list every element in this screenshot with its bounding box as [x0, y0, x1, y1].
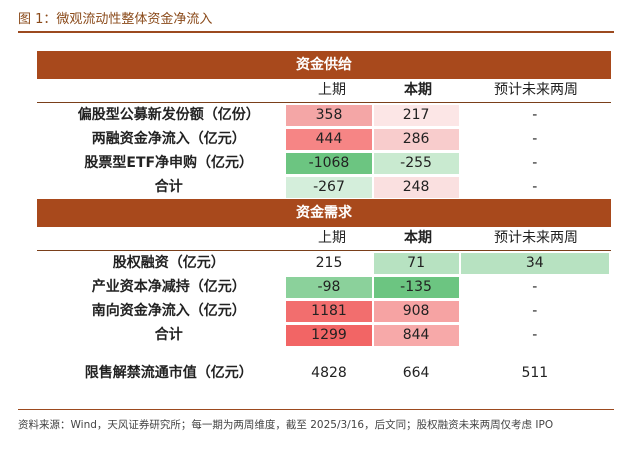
row-label: 偏股型公募新发份额（亿份） — [77, 107, 260, 123]
table-row: 偏股型公募新发份额（亿份） 358 217- — [37, 103, 611, 127]
table-cell: 664 — [402, 364, 430, 381]
column-header-row: 上期 本期 预计未来两周 — [37, 227, 611, 251]
table-row: 合计 -267 248- — [37, 175, 611, 199]
row-label: 股权融资（亿元） — [112, 255, 225, 271]
table-cell: 286 — [373, 128, 459, 150]
table-cell: 844 — [373, 324, 459, 346]
row-label: 产业资本净减持（亿元） — [91, 279, 246, 295]
demand-rows: 股权融资（亿元） 215 71 34 产业资本净减持（亿元） -98 -135- 南向资金净流… — [37, 251, 611, 347]
table-cell: - — [460, 128, 609, 150]
footer-rule — [18, 409, 614, 410]
table-cell: 215 — [286, 252, 372, 274]
table-cell: - — [460, 300, 609, 322]
table-cell: -1068 — [286, 152, 372, 174]
row-label: 两融资金净流入（亿元） — [91, 131, 246, 147]
table-cell: - — [460, 324, 609, 346]
table-row: 股票型ETF净申购（亿元） -1068 -255- — [37, 151, 611, 175]
table-cell: 1299 — [286, 324, 372, 346]
table-cell: - — [460, 276, 609, 298]
row-label: 限售解禁流通市值（亿元） — [84, 365, 253, 381]
table-cell: 71 — [373, 252, 459, 274]
table-cell: -267 — [286, 176, 372, 198]
supply-rows: 偏股型公募新发份额（亿份） 358 217- 两融资金净流入（亿元） 444 286- 股票… — [37, 103, 611, 199]
table-cell: - — [460, 104, 609, 126]
col-header-current: 本期 — [404, 82, 432, 98]
table-cell: 34 — [460, 252, 609, 274]
liquidity-table: 资金供给 上期 本期 预计未来两周 偏股型公募新发份额（亿份） 358 217- 两融… — [37, 51, 611, 385]
column-header-row: 上期 本期 预计未来两周 — [37, 79, 611, 103]
row-label: 南向资金净流入（亿元） — [91, 303, 246, 319]
col-header-next-two-weeks: 预计未来两周 — [494, 82, 578, 98]
table-row: 产业资本净减持（亿元） -98 -135- — [37, 275, 611, 299]
table-row-unlock: 限售解禁流通市值（亿元） 4828 664 511 — [37, 361, 611, 385]
col-header-prev: 上期 — [318, 230, 346, 246]
table-cell: 1181 — [286, 300, 372, 322]
row-label: 合计 — [154, 327, 183, 343]
col-header-prev: 上期 — [318, 82, 346, 98]
table-cell: -135 — [373, 276, 459, 298]
table-row: 合计 1299 844- — [37, 323, 611, 347]
row-label: 股票型ETF净申购（亿元） — [84, 155, 254, 171]
table-cell: -255 — [373, 152, 459, 174]
table-cell: 511 — [521, 364, 549, 381]
source-note: 资料来源：Wind，天风证券研究所；每一期为两周维度，截至 2025/3/16，… — [18, 419, 554, 431]
table-cell: - — [460, 176, 609, 198]
table-cell: 248 — [373, 176, 459, 198]
table-row: 股权融资（亿元） 215 71 34 — [37, 251, 611, 275]
figure-title: 图 1：微观流动性整体资金净流入 — [18, 12, 213, 27]
section-header-supply: 资金供给 — [37, 51, 611, 79]
section-header-demand: 资金需求 — [37, 199, 611, 227]
table-cell: - — [460, 152, 609, 174]
table-cell: 358 — [286, 104, 372, 126]
table-row: 南向资金净流入（亿元） 1181 908- — [37, 299, 611, 323]
table-row: 两融资金净流入（亿元） 444 286- — [37, 127, 611, 151]
table-cell: 444 — [286, 128, 372, 150]
col-header-next-two-weeks: 预计未来两周 — [494, 230, 578, 246]
table-cell: 908 — [373, 300, 459, 322]
table-cell: 4828 — [311, 364, 347, 381]
table-cell: 217 — [373, 104, 459, 126]
title-rule — [18, 31, 614, 33]
table-cell: -98 — [286, 276, 372, 298]
row-label: 合计 — [154, 179, 183, 195]
col-header-current: 本期 — [404, 230, 432, 246]
